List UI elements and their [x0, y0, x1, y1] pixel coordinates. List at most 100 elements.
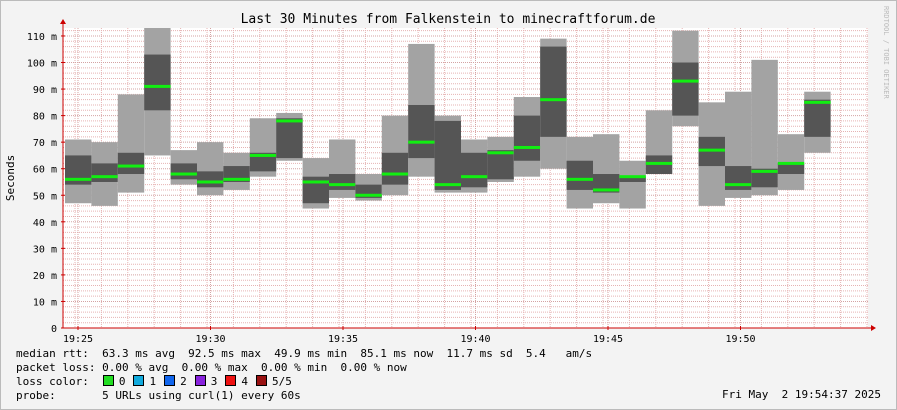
timestamp: Fri May 2 19:54:37 2025: [722, 388, 881, 401]
loss-color-swatch: [164, 375, 176, 386]
loss-color-swatch: [102, 375, 114, 386]
range-inner: [408, 104, 435, 159]
median-mark: [434, 183, 461, 187]
loss-color-value: 5/5: [271, 375, 292, 388]
range-inner: [434, 120, 461, 190]
loss-color-swatch: [225, 375, 237, 386]
y-tick-label: 0: [51, 324, 57, 335]
y-tick-label: 110 m: [27, 32, 57, 43]
median-mark: [461, 175, 488, 179]
median-mark: [698, 148, 725, 152]
y-axis-arrow: [60, 19, 66, 24]
x-tick-label: 19:40: [460, 334, 490, 345]
x-tick-label: 19:45: [593, 334, 623, 345]
loss-color-item: 0: [101, 375, 126, 388]
range-inner: [566, 160, 593, 190]
y-tick-label: 20 m: [33, 271, 57, 282]
median-mark: [144, 84, 171, 88]
range-inner: [197, 171, 224, 188]
range-outer: [619, 160, 646, 209]
range-inner: [144, 54, 171, 111]
range-inner: [249, 152, 277, 172]
range-inner: [804, 99, 831, 137]
median-mark: [593, 188, 620, 192]
median-mark: [329, 183, 356, 187]
range-outer: [593, 134, 620, 204]
x-tick-label: 19:35: [328, 334, 358, 345]
probe-line: probe: 5 URLs using curl(1) every 60s: [16, 389, 301, 402]
median-mark: [777, 161, 805, 165]
y-tick-label: 70 m: [33, 138, 57, 149]
rrdtool-watermark: RRDTOOL / TOBI OETIKER: [882, 6, 890, 100]
median-mark: [408, 140, 435, 144]
y-tick-label: 90 m: [33, 85, 57, 96]
loss-color-swatch: [133, 375, 145, 386]
x-tick-label: 19:30: [195, 334, 225, 345]
loss-color-value: 0: [118, 375, 126, 388]
range-inner: [170, 163, 197, 180]
loss-color-value: 3: [210, 375, 218, 388]
range-inner: [329, 174, 356, 190]
loss-color-label: loss color:: [16, 375, 89, 388]
x-tick-label: 19:25: [63, 334, 93, 345]
median-mark: [725, 183, 752, 187]
range-inner: [487, 150, 514, 180]
median-mark: [223, 177, 250, 181]
range-inner: [672, 62, 699, 116]
median-mark: [249, 153, 277, 157]
median-mark: [645, 161, 673, 165]
y-tick-label: 100 m: [27, 59, 57, 70]
median-mark: [804, 100, 831, 104]
median-mark: [487, 151, 514, 155]
loss-color-item: 2: [162, 375, 187, 388]
range-inner: [540, 46, 567, 137]
range-inner: [725, 166, 752, 190]
range-inner: [276, 118, 303, 159]
packet-loss-line: packet loss: 0.00 % avg 0.00 % max 0.00 …: [16, 361, 407, 374]
y-axis-label: Seconds: [4, 155, 17, 201]
range-inner: [381, 152, 409, 185]
median-mark: [91, 175, 118, 179]
y-tick-label: 30 m: [33, 244, 57, 255]
range-outer: [117, 94, 145, 193]
loss-color-item: 1: [131, 375, 156, 388]
x-axis-arrow: [871, 325, 876, 331]
median-mark: [302, 180, 329, 184]
loss-color-item: 4: [223, 375, 248, 388]
range-inner: [117, 152, 145, 175]
median-mark: [170, 172, 197, 176]
median-mark: [355, 193, 382, 197]
range-inner: [777, 163, 805, 175]
median-mark: [672, 79, 699, 83]
median-mark: [276, 119, 303, 123]
y-tick-label: 80 m: [33, 112, 57, 123]
chart-title: Last 30 Minutes from Falkenstein to mine…: [241, 12, 656, 27]
median-mark: [381, 172, 409, 176]
range-inner: [619, 176, 646, 182]
loss-color-swatch: [255, 375, 267, 386]
median-rtt-line: median rtt: 63.3 ms avg 92.5 ms max 49.9…: [16, 347, 593, 360]
loss-color-swatches: 0 1 2 3 4 5/5: [89, 375, 292, 388]
y-tick-label: 50 m: [33, 191, 57, 202]
loss-color-value: 1: [149, 375, 157, 388]
median-mark: [566, 177, 593, 181]
median-mark: [619, 175, 646, 179]
range-inner: [91, 163, 118, 182]
y-tick-label: 60 m: [33, 165, 57, 176]
median-mark: [513, 145, 541, 149]
loss-color-item: 3: [193, 375, 218, 388]
median-mark: [197, 180, 224, 184]
y-tick-label: 10 m: [33, 297, 57, 308]
y-tick-label: 40 m: [33, 218, 57, 229]
median-mark: [540, 98, 567, 102]
range-inner: [513, 115, 541, 161]
loss-color-value: 2: [180, 375, 187, 388]
x-tick-label: 19:50: [725, 334, 755, 345]
latency-chart: 0 10 m 20 m 30 m 40 m 50 m 60 m 70 m 80 m 90 m 100…: [4, 6, 890, 345]
loss-color-item: 5/5: [254, 375, 292, 388]
loss-color-swatch: [194, 375, 206, 386]
median-mark: [751, 169, 778, 173]
range-inner: [593, 174, 620, 193]
loss-color-value: 4: [241, 375, 248, 388]
range-inner: [461, 152, 488, 188]
